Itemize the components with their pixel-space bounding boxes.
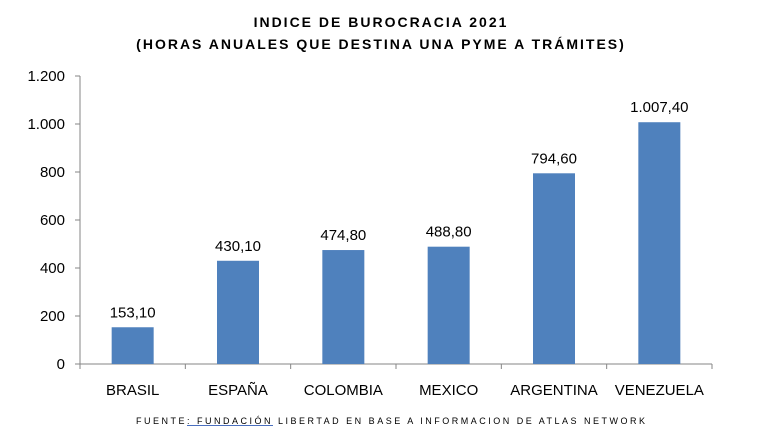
data-label: 1.007,40 bbox=[630, 99, 688, 116]
data-label: 474,80 bbox=[320, 227, 366, 244]
data-label: 430,10 bbox=[215, 238, 261, 255]
data-label: 153,10 bbox=[110, 304, 156, 321]
y-tick-label: 200 bbox=[40, 308, 65, 325]
y-tick-label: 400 bbox=[40, 260, 65, 277]
x-axis: BRASIL ESPAÑA COLOMBIA MEXICO ARGENTINA VENEZ… bbox=[79, 363, 713, 399]
y-tick-label: 600 bbox=[40, 212, 65, 229]
data-label: 794,60 bbox=[531, 150, 577, 167]
bar bbox=[111, 327, 154, 364]
bar bbox=[638, 122, 681, 364]
chart-subtitle: (HORAS ANUALES QUE DESTINA UNA PYME A TR… bbox=[136, 36, 626, 52]
y-tick-label: 1.200 bbox=[27, 68, 65, 85]
y-tick-label: 0 bbox=[57, 356, 65, 373]
x-tick-label: MEXICO bbox=[419, 382, 478, 399]
source-highlight: : FUNDACIÓN bbox=[187, 416, 273, 426]
bar bbox=[322, 250, 365, 364]
chart-title: INDICE DE BUROCRACIA 2021 bbox=[253, 14, 509, 30]
y-tick-label: 1.000 bbox=[27, 116, 65, 133]
bar bbox=[533, 173, 575, 364]
x-tick-label: VENEZUELA bbox=[615, 382, 704, 399]
source-prefix: FUENTE bbox=[136, 416, 187, 426]
x-tick-label: ESPAÑA bbox=[208, 382, 268, 399]
x-tick-label: ARGENTINA bbox=[510, 382, 598, 399]
bars: 153,10 430,10 474,80 488,80 794,60 1.007,40 bbox=[110, 99, 689, 364]
x-tick-label: COLOMBIA bbox=[304, 382, 383, 399]
y-axis: 0 200 400 600 800 1.000 1.200 bbox=[27, 68, 81, 373]
data-label: 488,80 bbox=[426, 224, 472, 241]
x-tick-label: BRASIL bbox=[106, 382, 159, 399]
source-rest: LIBERTAD EN BASE A INFORMACION DE ATLAS … bbox=[273, 416, 648, 426]
bar bbox=[217, 260, 259, 364]
bar bbox=[427, 246, 470, 364]
y-tick-label: 800 bbox=[40, 164, 65, 181]
source-note: FUENTE: FUNDACIÓN LIBERTAD EN BASE A INF… bbox=[136, 416, 648, 426]
